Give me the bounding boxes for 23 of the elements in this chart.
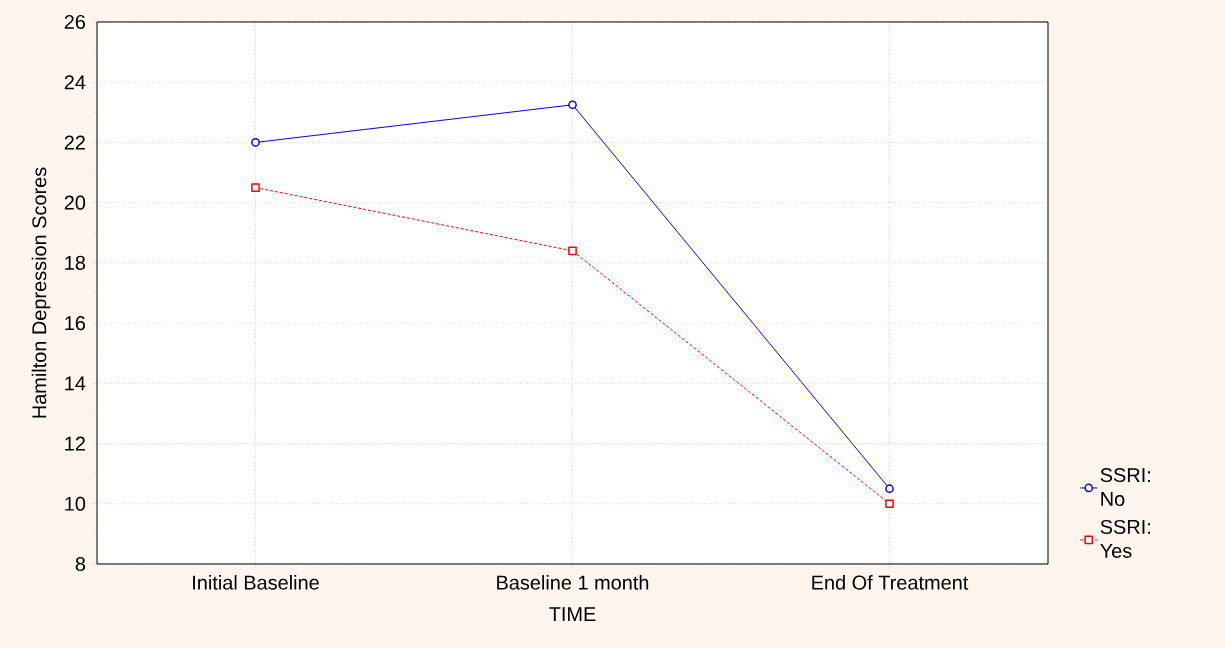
point — [885, 499, 894, 509]
y-tick-label: 26 — [64, 14, 86, 30]
x-tick-label: Baseline 1 month — [497, 575, 649, 590]
y-tick-label: 24 — [64, 75, 86, 90]
point — [568, 246, 577, 256]
x-axis-title: TIME — [549, 607, 596, 621]
y-tick-label: 14 — [65, 376, 86, 391]
y-tick-label: 10 — [65, 496, 86, 511]
point — [885, 484, 894, 494]
y-tick-label: 12 — [65, 436, 85, 451]
y-tick-label: 8 — [75, 556, 86, 572]
y-axis-title: Hamilton Depression Scores — [31, 167, 51, 418]
y-tick-label: 18 — [65, 255, 86, 270]
x-tick-label: End Of Treatment — [812, 575, 969, 590]
x-tick-label: Initial Baseline — [193, 575, 319, 590]
y-tick-label: 20 — [64, 195, 86, 210]
point — [251, 183, 260, 192]
point — [568, 100, 577, 110]
y-tick-label: 16 — [65, 316, 86, 331]
y-tick-label: 22 — [64, 135, 85, 150]
point — [251, 138, 260, 147]
legend-label: SSRI: No — [1100, 468, 1150, 506]
legend-label: SSRI: Yes — [1100, 519, 1150, 558]
